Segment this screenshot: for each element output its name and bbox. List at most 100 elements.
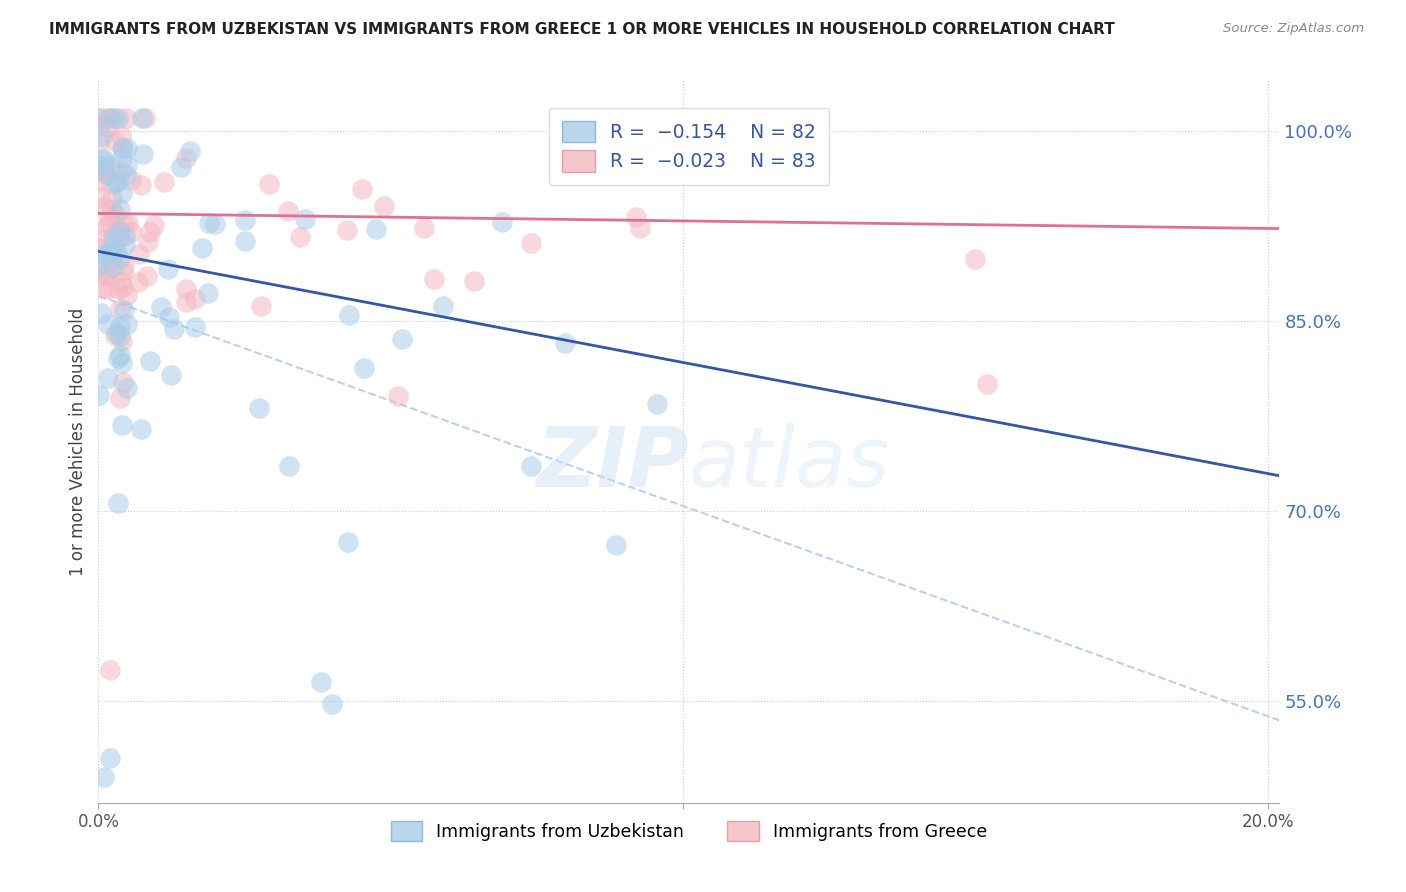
Point bbox=[111, 141, 134, 155]
Point bbox=[309, 675, 332, 690]
Point bbox=[94, 268, 117, 283]
Point bbox=[110, 274, 132, 288]
Point bbox=[555, 158, 578, 172]
Point bbox=[132, 147, 155, 161]
Point bbox=[628, 221, 651, 235]
Point bbox=[520, 236, 543, 251]
Point bbox=[170, 160, 193, 174]
Point bbox=[976, 377, 998, 392]
Point bbox=[107, 112, 129, 126]
Point bbox=[247, 401, 270, 415]
Point bbox=[94, 249, 117, 263]
Point bbox=[233, 212, 256, 227]
Point bbox=[250, 299, 273, 313]
Point bbox=[111, 376, 134, 390]
Point bbox=[107, 174, 129, 188]
Point bbox=[101, 177, 124, 191]
Point bbox=[111, 141, 134, 155]
Point bbox=[96, 219, 118, 234]
Point bbox=[337, 535, 360, 549]
Point bbox=[277, 203, 299, 218]
Point bbox=[87, 174, 110, 188]
Point bbox=[100, 246, 122, 260]
Point bbox=[626, 211, 648, 225]
Point bbox=[128, 247, 150, 261]
Point bbox=[423, 272, 446, 286]
Point bbox=[143, 218, 166, 232]
Point bbox=[278, 458, 301, 473]
Point bbox=[120, 173, 142, 187]
Point bbox=[94, 200, 117, 214]
Point bbox=[179, 144, 201, 158]
Point bbox=[107, 351, 129, 365]
Point bbox=[104, 242, 127, 256]
Point bbox=[94, 267, 117, 281]
Point bbox=[98, 280, 121, 294]
Point bbox=[129, 178, 152, 192]
Point bbox=[93, 153, 115, 168]
Point bbox=[520, 459, 543, 474]
Point bbox=[111, 334, 134, 348]
Point bbox=[110, 251, 132, 265]
Point bbox=[87, 164, 110, 178]
Point bbox=[104, 244, 127, 259]
Point bbox=[89, 159, 111, 173]
Point bbox=[204, 218, 226, 232]
Point bbox=[184, 319, 207, 334]
Point bbox=[120, 226, 142, 240]
Point bbox=[645, 396, 668, 410]
Text: ZIP: ZIP bbox=[536, 423, 689, 504]
Point bbox=[101, 231, 124, 245]
Point bbox=[98, 112, 121, 126]
Point bbox=[104, 206, 127, 220]
Point bbox=[463, 274, 485, 288]
Point bbox=[108, 301, 131, 316]
Point bbox=[112, 280, 135, 294]
Point bbox=[112, 303, 135, 318]
Point bbox=[108, 348, 131, 362]
Point bbox=[391, 332, 413, 346]
Point bbox=[491, 215, 513, 229]
Point bbox=[366, 222, 388, 236]
Point bbox=[136, 235, 159, 249]
Point bbox=[94, 231, 117, 245]
Point bbox=[90, 129, 112, 144]
Point bbox=[89, 112, 111, 126]
Point bbox=[101, 260, 124, 274]
Point bbox=[174, 152, 197, 166]
Point bbox=[100, 159, 122, 173]
Point bbox=[110, 129, 132, 144]
Point bbox=[93, 281, 115, 295]
Point bbox=[114, 168, 136, 182]
Point bbox=[115, 158, 138, 172]
Point bbox=[105, 326, 128, 341]
Point bbox=[197, 286, 219, 301]
Point bbox=[129, 422, 152, 436]
Point bbox=[97, 371, 120, 385]
Point bbox=[89, 259, 111, 273]
Point bbox=[149, 300, 172, 314]
Point bbox=[139, 354, 162, 368]
Point bbox=[257, 178, 280, 192]
Point bbox=[131, 112, 153, 126]
Point bbox=[321, 697, 343, 711]
Point bbox=[112, 264, 135, 278]
Point bbox=[111, 417, 134, 432]
Point bbox=[100, 202, 122, 216]
Point bbox=[101, 252, 124, 266]
Point bbox=[98, 663, 121, 677]
Point bbox=[111, 186, 134, 200]
Point bbox=[105, 223, 128, 237]
Point bbox=[114, 229, 136, 244]
Point bbox=[159, 368, 181, 383]
Point bbox=[339, 308, 361, 322]
Point bbox=[96, 168, 118, 182]
Point bbox=[103, 112, 125, 126]
Point bbox=[136, 268, 159, 283]
Point bbox=[87, 241, 110, 255]
Point bbox=[108, 229, 131, 244]
Point bbox=[108, 329, 131, 343]
Point bbox=[101, 242, 124, 256]
Point bbox=[98, 751, 121, 765]
Point bbox=[174, 282, 197, 296]
